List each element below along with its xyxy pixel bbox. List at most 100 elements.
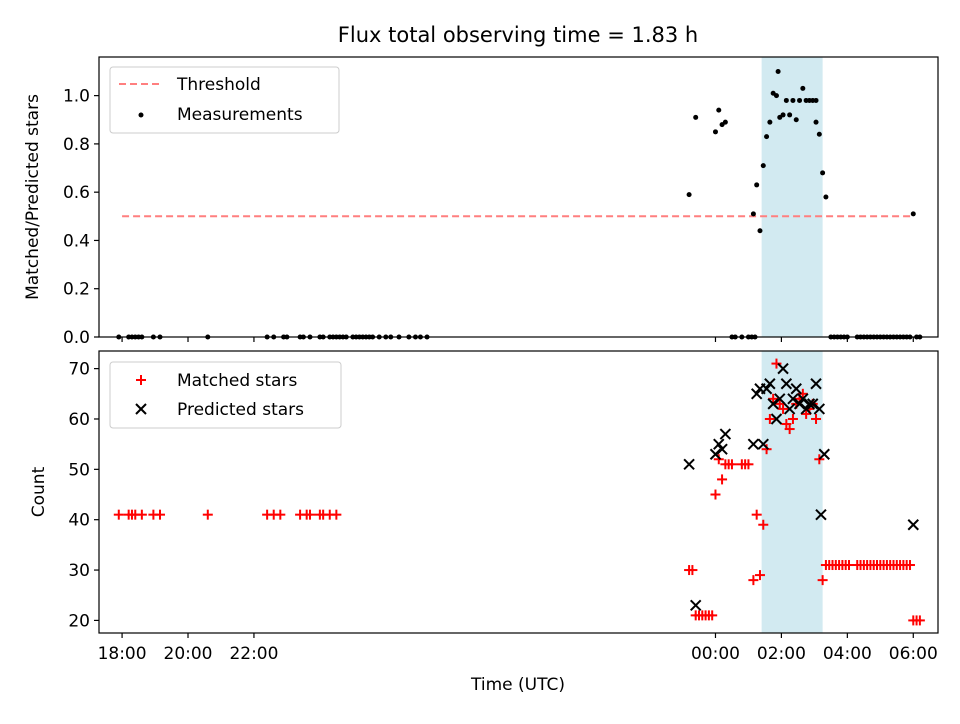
matched-star-point [275, 509, 286, 520]
matched-star-point [811, 413, 822, 424]
matched-star-point [743, 459, 754, 470]
x-tick-label: 20:00 [164, 644, 213, 664]
x-tick-label: 06:00 [889, 644, 938, 664]
matched-star-point [764, 413, 775, 424]
predicted-star-point [760, 383, 773, 395]
y-tick-label: 40 [68, 511, 90, 531]
top-legend: Threshold Measurements [109, 66, 340, 134]
predicted-star-point [709, 448, 722, 460]
matched-star-point [797, 388, 808, 399]
predicted-star-point [774, 393, 786, 405]
predicted-star-point [803, 398, 816, 410]
measurement-point [693, 114, 699, 120]
highlight-span [761, 57, 823, 337]
matched-star-point [154, 509, 165, 520]
measurement-point [790, 97, 796, 103]
predicted-star-point [818, 448, 830, 460]
measurement-point [780, 112, 786, 118]
measurement-point [764, 134, 770, 140]
predicted-star-point [783, 403, 796, 415]
measurement-point [793, 117, 799, 123]
measurement-point [760, 163, 766, 169]
bottom-panel: 20 30 40 50 60 70 18:00 20:00 22:00 00:00 02:00 04… [29, 350, 939, 695]
bottom-y-axis-label: Count [29, 466, 49, 517]
matched-star-point [771, 358, 782, 369]
measurement-point [716, 107, 722, 113]
predicted-star-point [790, 383, 802, 395]
x-tick-label: 02:00 [757, 644, 806, 664]
y-tick-label: 1.0 [63, 87, 90, 107]
measurement-point [813, 97, 819, 103]
matched-star-point [710, 489, 721, 500]
matched-star-point [781, 419, 792, 430]
matched-star-point [136, 509, 147, 520]
legend-matched-marker [136, 375, 146, 385]
predicted-star-point [767, 398, 779, 410]
bottom-legend: Matched stars Predicted stars [109, 361, 342, 429]
y-tick-label: 70 [68, 360, 90, 380]
legend-predicted-swatch [135, 403, 147, 415]
measurement-point [783, 97, 789, 103]
measurement-point [722, 119, 728, 125]
legend-predicted-marker [135, 403, 147, 415]
measurement-point [813, 119, 819, 125]
y-tick-label: 0.4 [63, 231, 90, 251]
measurement-point [775, 68, 781, 74]
y-tick-label: 0.2 [63, 280, 90, 300]
matched-star-point [758, 519, 769, 530]
predicted-star-point [815, 508, 827, 521]
predicted-star-point [780, 378, 793, 390]
legend-matched-label: Matched stars [177, 371, 297, 391]
measurement-point [754, 182, 760, 188]
predicted-star-point [907, 519, 919, 531]
predicted-star-point [764, 378, 776, 390]
measurement-point [712, 129, 718, 135]
matched-star-point [754, 570, 765, 581]
measurement-point [797, 97, 803, 103]
matched-star-point [713, 454, 724, 465]
legend-matched-swatch [136, 375, 146, 385]
matched-star-point [914, 615, 925, 626]
matched-star-point [761, 444, 772, 455]
predicted-star-point [797, 393, 809, 405]
measurement-point [910, 211, 916, 217]
predicted-star-point [800, 403, 812, 415]
measurement-point [750, 211, 756, 217]
predicted-star-point [813, 403, 826, 415]
top-y-axis-label: Matched/Predicted stars [23, 94, 43, 300]
y-tick-label: 0.0 [63, 328, 90, 348]
predicted-star-point [719, 428, 732, 440]
matched-star-point [817, 575, 828, 586]
x-tick-label: 00:00 [691, 644, 740, 664]
matched-star-point [202, 509, 213, 520]
x-tick-label: 04:00 [823, 644, 872, 664]
x-tick-label: 18:00 [98, 644, 147, 664]
matched-star-point [774, 398, 785, 409]
predicted-star-point [793, 398, 806, 410]
measurement-point [767, 119, 773, 125]
legend-predicted-label: Predicted stars [177, 400, 304, 420]
chart-title: Flux total observing time = 1.83 h [338, 23, 698, 47]
y-tick-label: 0.6 [63, 183, 90, 203]
measurement-point [757, 228, 763, 234]
matched-star-point [778, 403, 789, 414]
matched-star-point [751, 509, 762, 520]
measurement-point [816, 131, 822, 137]
predicted-star-point [750, 388, 763, 400]
predicted-star-point [689, 599, 702, 612]
predicted-star-point [757, 438, 769, 450]
x-tick-label: 22:00 [229, 644, 278, 664]
matched-star-point [331, 509, 342, 520]
predicted-star-point [713, 438, 725, 450]
top-axes-frame [98, 56, 939, 338]
y-tick-label: 20 [68, 611, 90, 631]
predicted-star-point [747, 438, 760, 450]
y-tick-label: 0.8 [63, 135, 90, 155]
predicted-star-point [777, 362, 789, 375]
measurement-point [800, 85, 806, 91]
x-axis-label: Time (UTC) [470, 675, 565, 695]
matched-star-point [707, 610, 718, 621]
measurement-point [773, 93, 779, 99]
legend-measurements-label: Measurements [177, 105, 303, 125]
matched-star-point [726, 459, 737, 470]
